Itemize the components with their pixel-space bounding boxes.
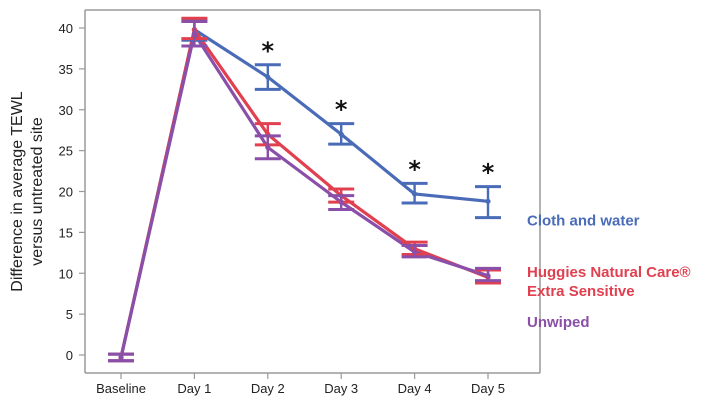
- error-bar: [108, 352, 134, 363]
- error-bar: [475, 185, 501, 220]
- significance-star: *: [335, 96, 348, 124]
- x-tick-label: Day 4: [398, 381, 432, 396]
- y-tick-label: 20: [59, 185, 73, 200]
- data-point: [412, 249, 418, 255]
- series-label: Cloth and water: [527, 212, 640, 229]
- significance-star: *: [262, 37, 275, 65]
- series-label: Extra Sensitive: [527, 283, 635, 300]
- x-tick-label: Day 1: [177, 381, 211, 396]
- series-label: Unwiped: [527, 314, 590, 331]
- y-tick-label: 10: [59, 266, 73, 281]
- significance-star: *: [408, 155, 421, 183]
- error-bar: [254, 134, 281, 161]
- significance-markers: * * * *: [262, 37, 495, 187]
- y-tick-label: 35: [59, 62, 73, 77]
- significance-star: *: [482, 159, 495, 187]
- error-bar: [401, 243, 428, 259]
- x-tick-label: Day 2: [251, 381, 285, 396]
- data-point: [338, 199, 344, 205]
- series-line: [119, 28, 490, 360]
- series-lines: [119, 28, 490, 360]
- x-tick-label: Day 3: [324, 381, 358, 396]
- series-line: [119, 28, 490, 360]
- data-point: [265, 74, 271, 80]
- y-axis-title: Difference in average TEWL versus untreat…: [9, 91, 46, 292]
- series-labels: Cloth and water Huggies Natural Care® Extr…: [527, 212, 691, 331]
- data-point: [338, 131, 344, 137]
- error-bar: [328, 122, 355, 146]
- data-point: [412, 191, 418, 197]
- y-axis-title-line: versus untreated site: [29, 117, 46, 266]
- y-tick-label: 5: [66, 307, 73, 322]
- error-bar: [328, 194, 355, 211]
- x-tick-label: Day 5: [471, 381, 505, 396]
- data-point: [191, 31, 197, 37]
- error-bar: [475, 266, 501, 283]
- x-axis-ticks: Baseline Day 1 Day 2 Day 3 Day 4 Day 5: [96, 373, 505, 396]
- data-point: [265, 144, 271, 150]
- error-bar: [181, 19, 208, 48]
- error-bar: [254, 63, 281, 91]
- y-tick-label: 15: [59, 225, 73, 240]
- y-axis-ticks: 0 5 10 15 20 25 30 35 40: [59, 21, 85, 363]
- data-point: [118, 354, 124, 361]
- error-bars: [108, 16, 501, 363]
- chart-axes: [84, 9, 541, 374]
- y-tick-label: 30: [59, 103, 73, 118]
- x-tick-label: Baseline: [96, 381, 146, 396]
- series-label: Huggies Natural Care®: [527, 264, 691, 281]
- y-axis-title-line: Difference in average TEWL: [9, 91, 26, 292]
- data-point: [485, 198, 491, 204]
- error-bar: [401, 181, 428, 205]
- y-tick-label: 0: [66, 348, 73, 363]
- y-tick-label: 40: [59, 21, 73, 36]
- y-tick-label: 25: [59, 144, 73, 159]
- data-point: [485, 273, 491, 279]
